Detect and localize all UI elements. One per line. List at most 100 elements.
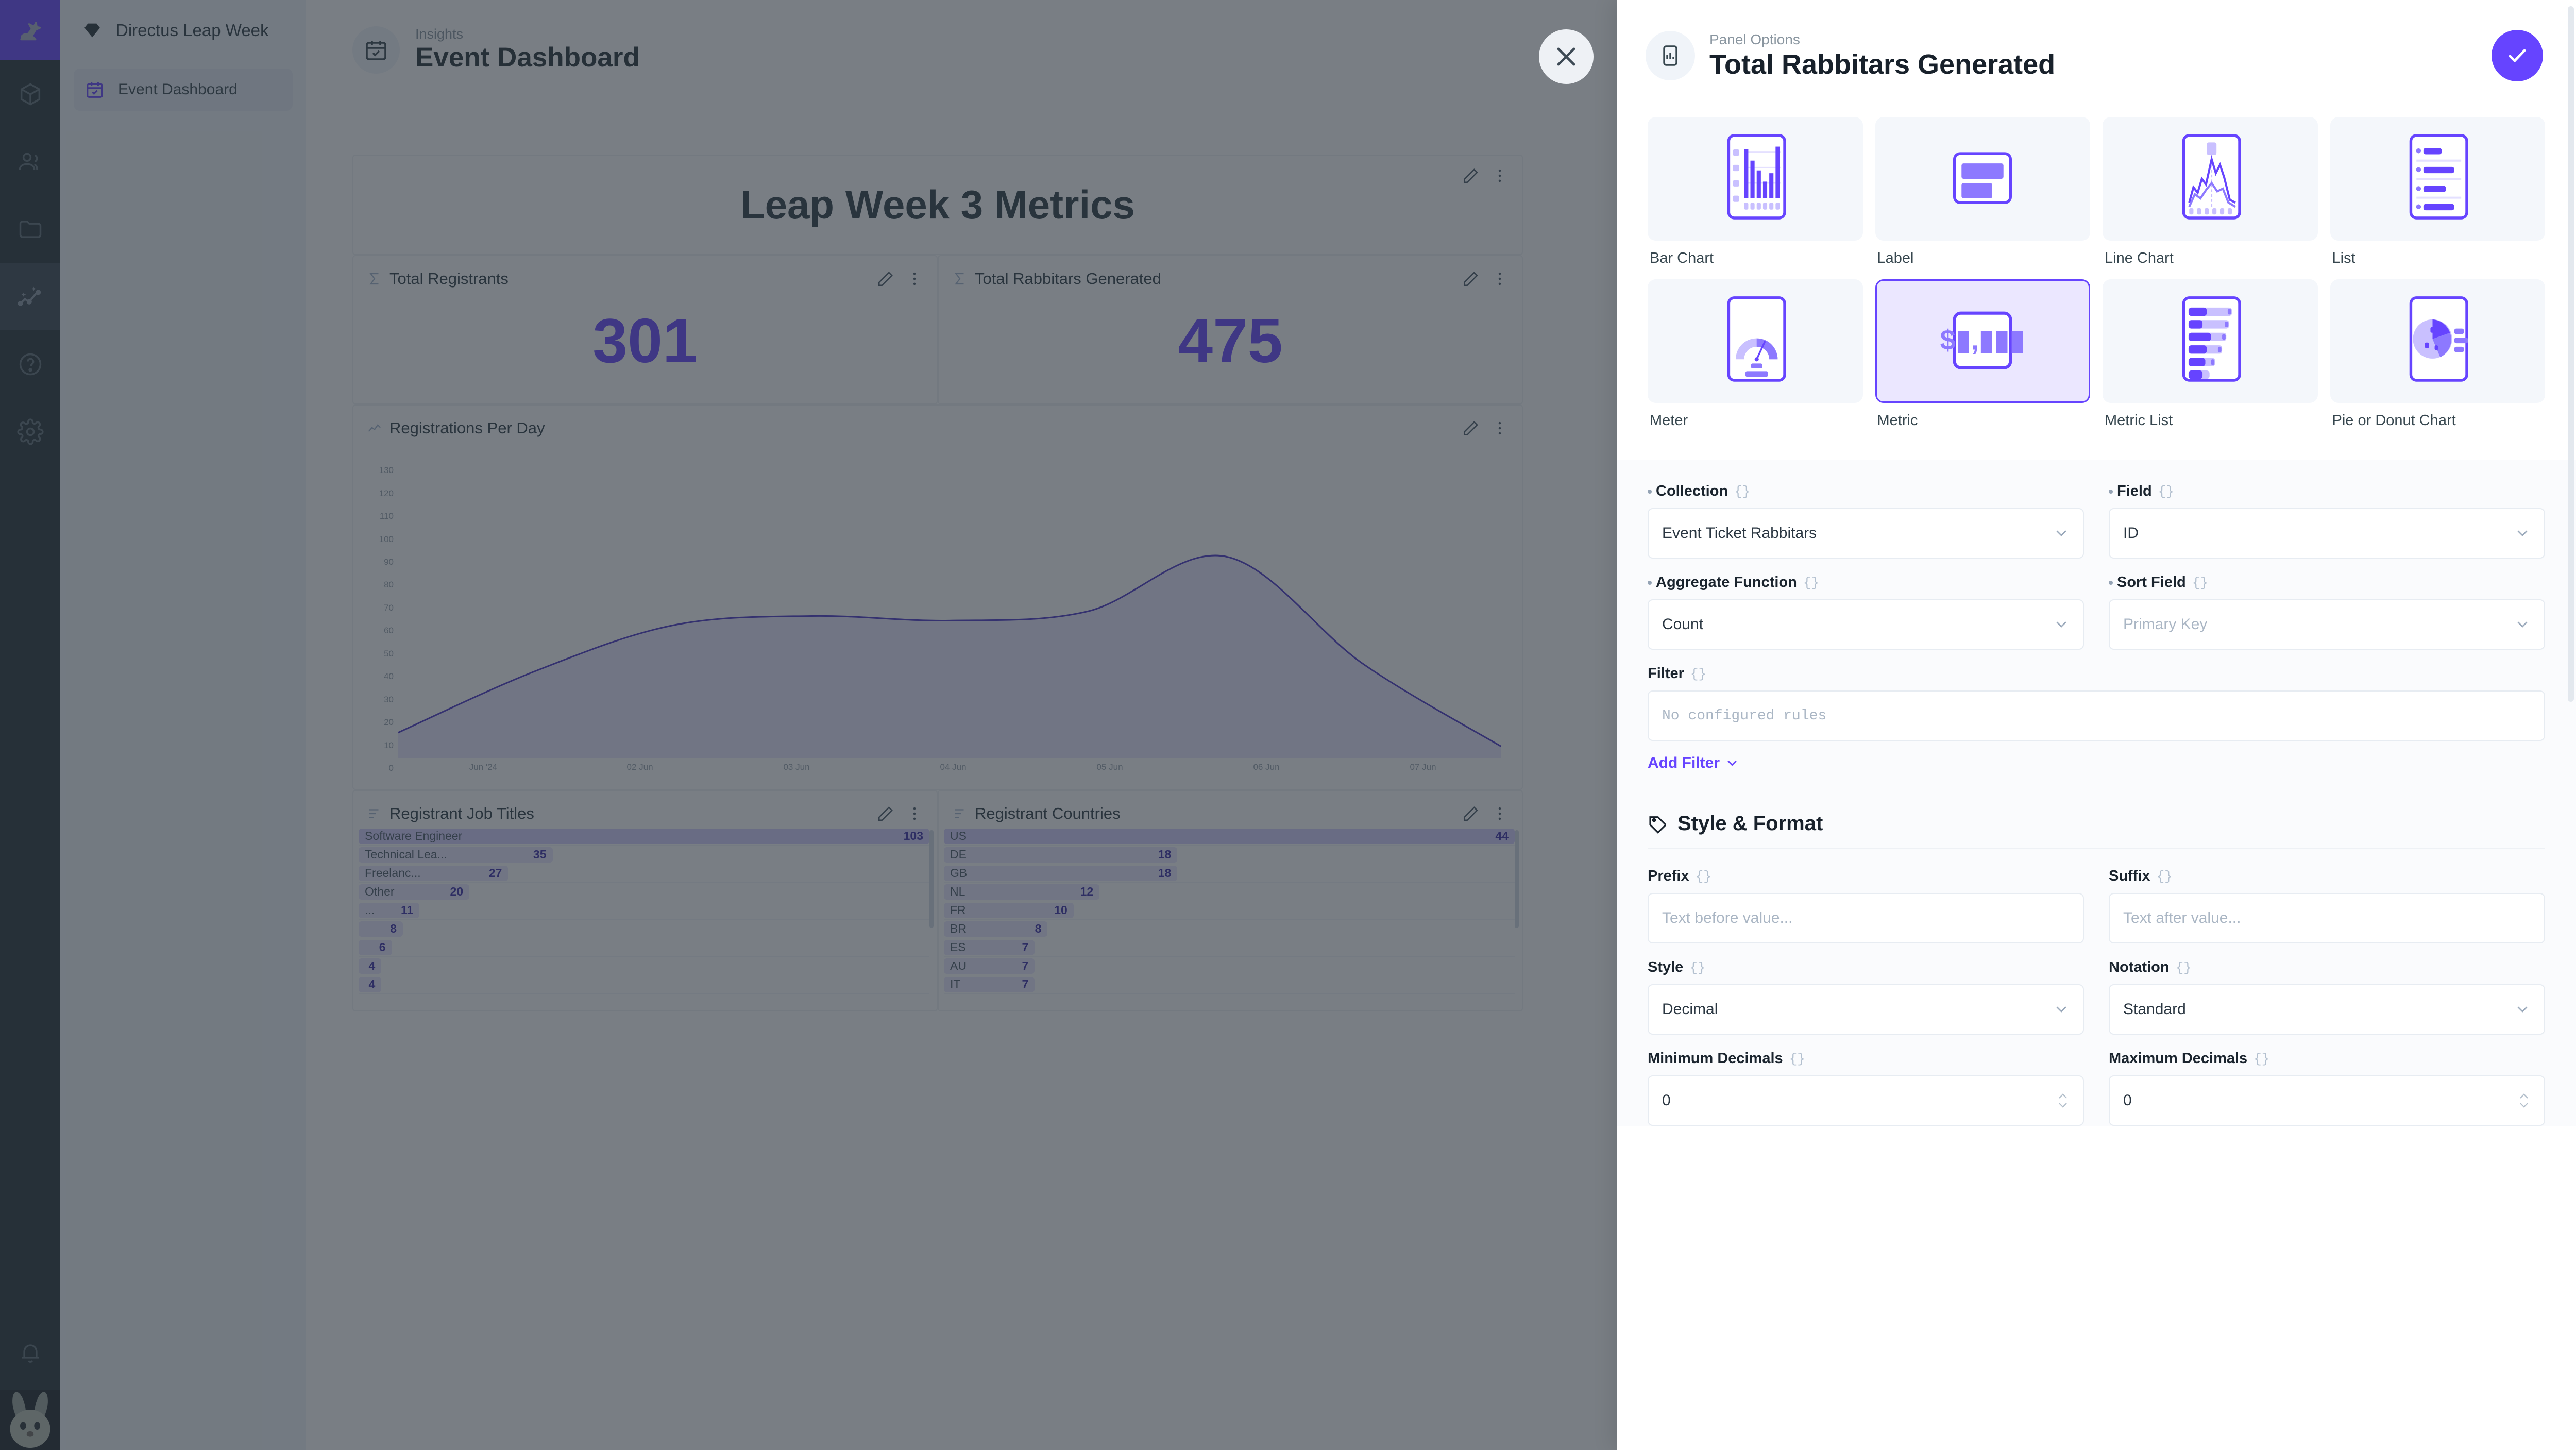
panel-actions[interactable] xyxy=(877,270,923,288)
aggregate-function-select[interactable]: Count xyxy=(1648,599,2084,650)
suffix-input[interactable]: Text after value... xyxy=(2109,893,2545,943)
close-drawer-button[interactable] xyxy=(1539,29,1594,84)
pencil-icon[interactable] xyxy=(1462,805,1480,822)
list-item[interactable]: GB 18 xyxy=(944,864,1515,883)
module-item-files[interactable] xyxy=(0,195,60,263)
template-braces-icon[interactable]: {} xyxy=(2192,575,2208,591)
module-item-insights[interactable] xyxy=(0,263,60,330)
list-item[interactable]: Technical Lea... 35 xyxy=(359,846,929,864)
line-chart-thumb[interactable] xyxy=(2103,117,2318,241)
kebab-menu-icon[interactable] xyxy=(1491,805,1509,822)
style-select[interactable]: Decimal xyxy=(1648,984,2084,1035)
prefix-input[interactable]: Text before value... xyxy=(1648,893,2084,943)
panel-actions[interactable] xyxy=(877,805,923,822)
list-item[interactable]: 4 xyxy=(359,957,929,975)
panel-actions[interactable] xyxy=(1462,419,1509,437)
pencil-icon[interactable] xyxy=(877,270,894,288)
kebab-menu-icon[interactable] xyxy=(906,805,923,822)
project-header[interactable]: Directus Leap Week xyxy=(60,0,306,60)
panel-actions[interactable] xyxy=(1462,167,1509,184)
bar-chart-thumb[interactable] xyxy=(1648,117,1863,241)
list-item[interactable]: 6 xyxy=(359,938,929,957)
pencil-icon[interactable] xyxy=(1462,167,1480,184)
add-filter-button[interactable]: Add Filter xyxy=(1648,754,2545,772)
list-item[interactable]: Software Engineer 103 xyxy=(359,827,929,846)
pencil-icon[interactable] xyxy=(1462,270,1480,288)
list-item[interactable]: 8 xyxy=(359,920,929,938)
module-item-users[interactable] xyxy=(0,128,60,195)
panel-actions[interactable] xyxy=(1462,805,1509,822)
template-braces-icon[interactable]: {} xyxy=(1695,868,1711,884)
template-braces-icon[interactable]: {} xyxy=(1690,666,1707,682)
metric-list-thumb[interactable] xyxy=(2103,279,2318,403)
pencil-icon[interactable] xyxy=(1462,419,1480,437)
kebab-menu-icon[interactable] xyxy=(1491,419,1509,437)
stepper-arrows[interactable] xyxy=(2056,1091,2070,1110)
template-braces-icon[interactable]: {} xyxy=(2175,959,2192,975)
kebab-menu-icon[interactable] xyxy=(906,270,923,288)
panel-registrant-job-titles[interactable]: Registrant Job Titles Software Engineer 1… xyxy=(352,790,938,1011)
save-button[interactable] xyxy=(2492,29,2543,81)
list-item[interactable]: US 44 xyxy=(944,827,1515,846)
panel-total-registrants[interactable]: Total Registrants 301 xyxy=(352,255,938,404)
meter-thumb[interactable] xyxy=(1648,279,1863,403)
label-thumb[interactable] xyxy=(1875,117,2090,241)
drawer-scrollbar[interactable] xyxy=(2568,6,2574,702)
panel-type-metric[interactable]: $▮,▮▮▮ Metric xyxy=(1875,279,2090,429)
kebab-menu-icon[interactable] xyxy=(1491,167,1509,184)
pencil-icon[interactable] xyxy=(877,805,894,822)
sort-field-select[interactable]: Primary Key xyxy=(2109,599,2545,650)
list-item[interactable]: Other 20 xyxy=(359,883,929,901)
panel-type-bar-chart[interactable]: Bar Chart xyxy=(1648,117,1863,267)
panel-registrant-countries[interactable]: Registrant Countries US 44 DE 18 GB 18 NL 12 FR 1… xyxy=(938,790,1523,1011)
list-item[interactable]: IT 7 xyxy=(944,975,1515,994)
panel-type-metric-list[interactable]: Metric List xyxy=(2103,279,2318,429)
avatar[interactable] xyxy=(0,1390,60,1450)
list-item[interactable]: NL 12 xyxy=(944,883,1515,901)
maximum-decimals-stepper[interactable]: 0 xyxy=(2109,1075,2545,1126)
list-item[interactable]: DE 18 xyxy=(944,846,1515,864)
module-item-content[interactable] xyxy=(0,60,60,128)
panel-actions[interactable] xyxy=(1462,270,1509,288)
chevron-up-icon[interactable] xyxy=(2517,1091,2531,1100)
panel-total-rabbitars-generated[interactable]: Total Rabbitars Generated 475 xyxy=(938,255,1523,404)
filter-rules-box[interactable]: No configured rules xyxy=(1648,690,2545,741)
template-braces-icon[interactable]: {} xyxy=(1789,1051,1805,1067)
list-item[interactable]: Freelanc... 27 xyxy=(359,864,929,883)
panel-type-label[interactable]: Label xyxy=(1875,117,2090,267)
module-item-settings[interactable] xyxy=(0,398,60,465)
chevron-up-icon[interactable] xyxy=(2056,1091,2070,1100)
template-braces-icon[interactable]: {} xyxy=(2253,1051,2270,1067)
pie-chart-thumb[interactable] xyxy=(2330,279,2545,403)
list-scrollbar[interactable] xyxy=(1515,830,1519,928)
panel-type-list[interactable]: List xyxy=(2330,117,2545,267)
panel-leap-week-3-metrics[interactable]: Leap Week 3 Metrics xyxy=(352,155,1523,255)
template-braces-icon[interactable]: {} xyxy=(1803,575,1820,591)
list-item[interactable]: BR 8 xyxy=(944,920,1515,938)
list-item[interactable]: 4 xyxy=(359,975,929,994)
panel-type-meter[interactable]: Meter xyxy=(1648,279,1863,429)
list-item[interactable]: FR 10 xyxy=(944,901,1515,920)
metric-thumb[interactable]: $▮,▮▮▮ xyxy=(1875,279,2090,403)
template-braces-icon[interactable]: {} xyxy=(2156,868,2173,884)
chevron-down-icon[interactable] xyxy=(2517,1101,2531,1110)
rabbit-logo-icon[interactable] xyxy=(0,0,60,60)
notifications-button[interactable] xyxy=(0,1318,60,1390)
field-select[interactable]: ID xyxy=(2109,508,2545,559)
kebab-menu-icon[interactable] xyxy=(1491,270,1509,288)
list-item[interactable]: AU 7 xyxy=(944,957,1515,975)
panel-type-line-chart[interactable]: Line Chart xyxy=(2103,117,2318,267)
panel-registrations-per-day[interactable]: Registrations Per Day 130 120 110 100 90 80 70… xyxy=(352,404,1523,790)
list-thumb[interactable] xyxy=(2330,117,2545,241)
notation-select[interactable]: Standard xyxy=(2109,984,2545,1035)
sidebar-item-event-dashboard[interactable]: Event Dashboard xyxy=(74,69,293,111)
list-item[interactable]: ... 11 xyxy=(359,901,929,920)
template-braces-icon[interactable]: {} xyxy=(1689,959,1706,975)
list-scrollbar[interactable] xyxy=(929,830,934,928)
panel-type-pie-or-donut-chart[interactable]: Pie or Donut Chart xyxy=(2330,279,2545,429)
stepper-arrows[interactable] xyxy=(2517,1091,2531,1110)
chevron-down-icon[interactable] xyxy=(2056,1101,2070,1110)
collection-select[interactable]: Event Ticket Rabbitars xyxy=(1648,508,2084,559)
module-item-help[interactable] xyxy=(0,330,60,398)
minimum-decimals-stepper[interactable]: 0 xyxy=(1648,1075,2084,1126)
